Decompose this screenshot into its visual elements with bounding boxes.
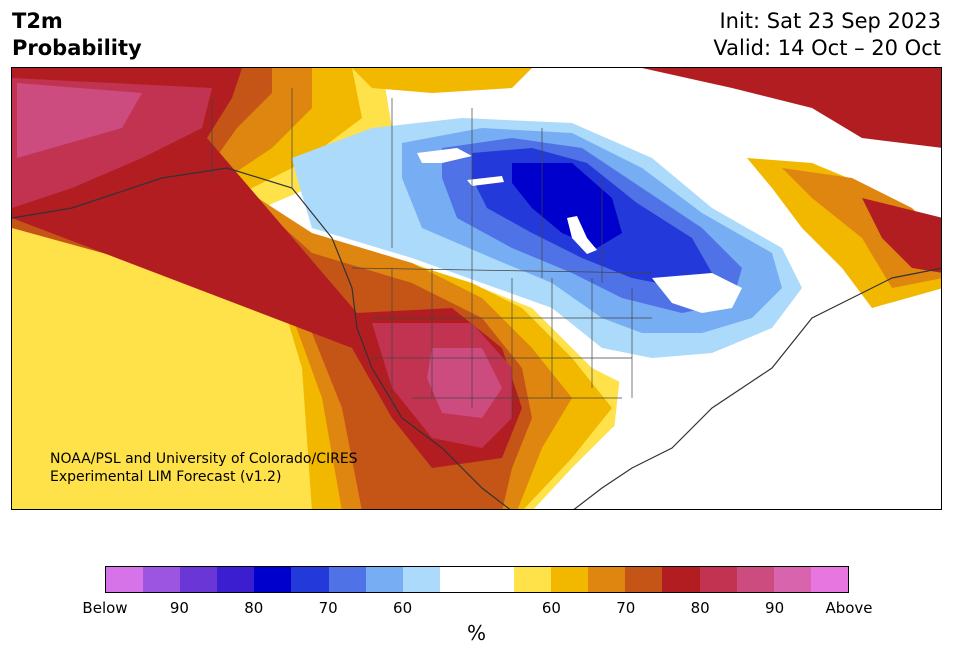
colorbar-tick-label: 80 [690, 599, 710, 617]
warm-core-greenland [642, 68, 941, 148]
lake-winnipeg [567, 216, 597, 254]
great-lakes [652, 273, 742, 313]
colorbar-segment [699, 567, 737, 592]
map-panel: NOAA/PSL and University of Colorado/CIRE… [11, 67, 942, 510]
colorbar-segment [365, 567, 403, 592]
colorbar-segment [773, 567, 811, 592]
colorbar-segment [476, 567, 515, 592]
colorbar-tick-label: 60 [393, 599, 413, 617]
colorbar-segment [514, 567, 552, 592]
title-variable: T2m [12, 9, 63, 33]
colorbar-segment [810, 567, 848, 592]
date-block: Init: Sat 23 Sep 2023 Valid: 14 Oct – 20… [713, 8, 941, 62]
colorbar-segment [106, 567, 144, 592]
colorbar-segment [217, 567, 255, 592]
cool-core-hudson [512, 163, 622, 248]
colorbar-tick-label: 70 [318, 599, 338, 617]
title-type: Probability [12, 36, 142, 60]
warm-core-labrador [862, 198, 941, 273]
colorbar-segment [402, 567, 440, 592]
warm-peak-alaska [17, 83, 142, 158]
colorbar-segment [439, 567, 477, 592]
warm-band-arctic [352, 68, 532, 93]
credit-text: NOAA/PSL and University of Colorado/CIRE… [50, 450, 358, 486]
coastline [12, 167, 941, 509]
colorbar-segment [588, 567, 626, 592]
state-borders [351, 267, 653, 418]
colorbar-tick-label: 60 [541, 599, 561, 617]
colorbar-segment [291, 567, 329, 592]
great-slave-lake [467, 176, 504, 186]
credit-line-1: NOAA/PSL and University of Colorado/CIRE… [50, 451, 358, 467]
colorbar-tick-label: Above [825, 599, 873, 617]
warm-band-east-canada-inner [782, 168, 941, 288]
colorbar-tick-label: Below [82, 599, 128, 617]
colorbar-segment [736, 567, 774, 592]
colorbar [105, 566, 849, 593]
init-date: Init: Sat 23 Sep 2023 [719, 9, 941, 33]
warm-peak-southwest [427, 348, 502, 418]
colorbar-segment [328, 567, 366, 592]
title-block: T2m Probability [12, 8, 142, 62]
colorbar-segment [254, 567, 292, 592]
colorbar-tick-label: 70 [616, 599, 636, 617]
colorbar-segment [625, 567, 663, 592]
probability-map [12, 68, 941, 509]
colorbar-ticks: Below 90 80 70 60 60 70 80 90 Above [82, 599, 872, 619]
colorbar-segment [662, 567, 700, 592]
colorbar-segment [551, 567, 589, 592]
valid-date: Valid: 14 Oct – 20 Oct [713, 36, 941, 60]
great-bear-lake [417, 148, 472, 163]
colorbar-tick-label: 90 [765, 599, 785, 617]
canada-borders [211, 88, 603, 283]
colorbar-segment [180, 567, 218, 592]
colorbar-tick-label: 90 [169, 599, 189, 617]
credit-line-2: Experimental LIM Forecast (v1.2) [50, 469, 282, 485]
colorbar-segment [143, 567, 181, 592]
colorbar-tick-label: 80 [244, 599, 264, 617]
colorbar-unit: % [466, 621, 486, 645]
neutral-southeast [573, 358, 812, 509]
